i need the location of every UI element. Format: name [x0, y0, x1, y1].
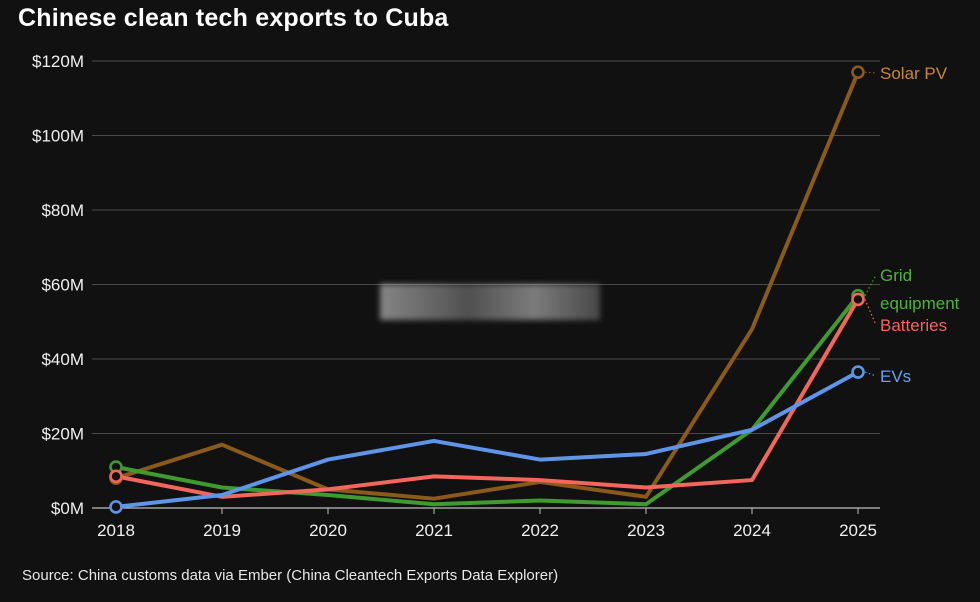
- series-label-grid-equipment: Grid: [880, 266, 912, 285]
- y-tick-label: $100M: [32, 127, 84, 146]
- data-point-batteries: [109, 469, 123, 484]
- x-tick-label: 2020: [309, 521, 347, 540]
- series-line-grid-equipment: [114, 293, 860, 507]
- leader-evs: [864, 371, 877, 377]
- x-tick-label: 2024: [733, 521, 771, 540]
- series-label-batteries: Batteries: [880, 316, 947, 335]
- x-tick-label: 2025: [839, 521, 877, 540]
- chart-area: $0M $20M $40M $60M $80M $100M $120M 2018 2019 202…: [32, 52, 960, 540]
- leader-batteries: [864, 299, 877, 326]
- data-point-solar-pv: [851, 65, 865, 79]
- leader-grid-equipment: [864, 274, 877, 296]
- data-point-batteries: [851, 292, 865, 307]
- y-tick-label: $0M: [51, 499, 84, 518]
- blurred-watermark: [380, 284, 600, 320]
- data-point-evs: [109, 500, 123, 514]
- series-label-grid-equipment: equipment: [880, 294, 960, 313]
- leader-solar-pv: [864, 71, 877, 74]
- series-line-batteries: [114, 297, 860, 499]
- y-tick-label: $20M: [41, 425, 84, 444]
- x-tick-label: 2021: [415, 521, 453, 540]
- y-tick-label: $80M: [41, 201, 84, 220]
- data-point-evs: [851, 365, 865, 379]
- y-tick-label: $60M: [41, 276, 84, 295]
- series-line-evs: [114, 370, 860, 509]
- y-tick-label: $120M: [32, 52, 84, 71]
- series-label-solar-pv: Solar PV: [880, 64, 948, 83]
- source-note: Source: China customs data via Ember (Ch…: [22, 567, 559, 584]
- chart-title: Chinese clean tech exports to Cuba: [18, 4, 449, 32]
- series-line-solar-pv: [114, 70, 860, 501]
- x-tick-label: 2023: [627, 521, 665, 540]
- series-label-evs: EVs: [880, 367, 911, 386]
- x-tick-label: 2019: [203, 521, 241, 540]
- x-tick-label: 2018: [97, 521, 135, 540]
- y-tick-label: $40M: [41, 350, 84, 369]
- x-tick-label: 2022: [521, 521, 559, 540]
